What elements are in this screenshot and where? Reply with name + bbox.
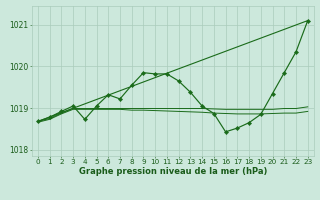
- X-axis label: Graphe pression niveau de la mer (hPa): Graphe pression niveau de la mer (hPa): [79, 167, 267, 176]
